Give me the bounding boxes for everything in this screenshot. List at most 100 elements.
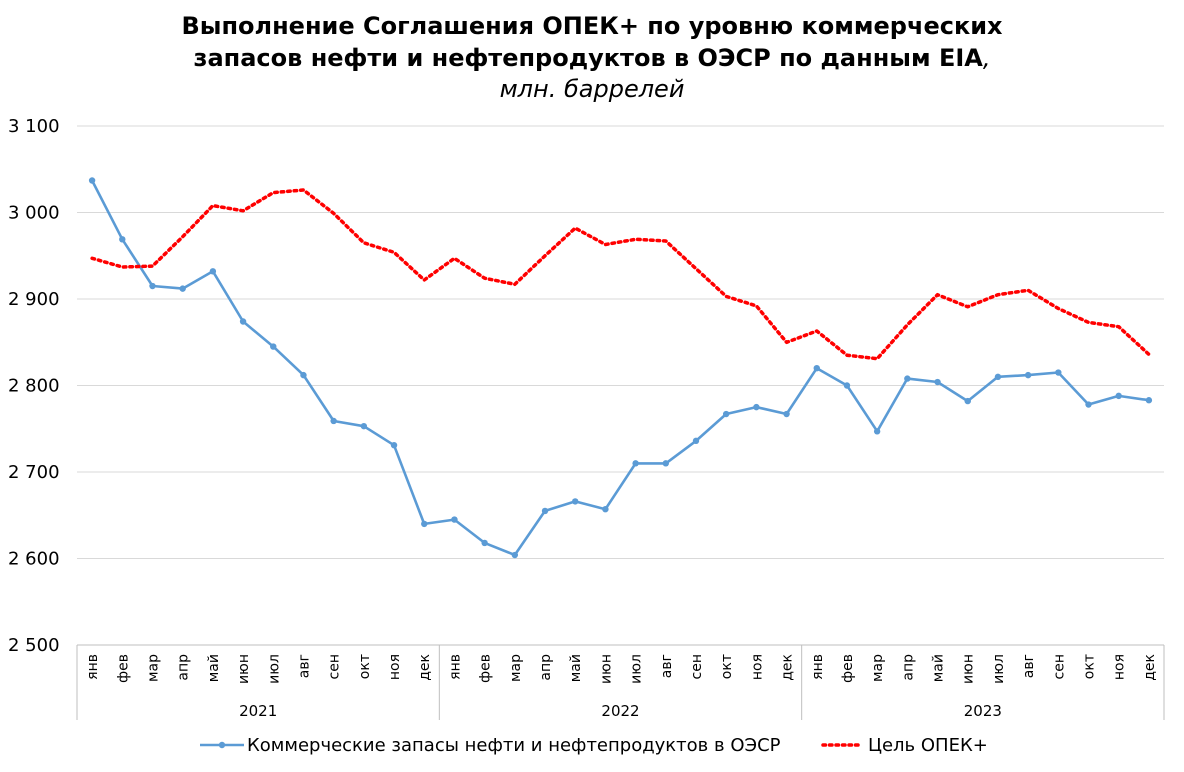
data-point (813, 365, 820, 372)
data-point (209, 268, 217, 275)
x-tick-label: апр (538, 654, 554, 681)
data-point (1024, 371, 1032, 379)
legend: Коммерческие запасы нефти и нефтепродукт… (200, 735, 988, 756)
x-tick-label: мар (145, 654, 161, 682)
data-point (179, 285, 186, 292)
series-2 (90, 188, 1151, 361)
legend-marker-inventory (218, 741, 226, 749)
data-point (753, 403, 760, 411)
x-tick-label: июн (961, 654, 977, 684)
data-point (1115, 392, 1122, 400)
title-line-2-suffix: , (982, 44, 991, 72)
x-tick-label: май (568, 654, 584, 682)
data-point (1085, 401, 1092, 408)
title-unit: млн. баррелей (499, 75, 685, 103)
data-point (632, 460, 639, 467)
x-tick-label: янв (810, 654, 826, 680)
y-tick-label: 3 100 (8, 116, 60, 137)
data-point (722, 410, 730, 418)
title-line-1: Выполнение Соглашения ОПЕК+ по уровню ко… (181, 12, 1003, 40)
x-tick-label: ноя (1112, 654, 1128, 680)
data-point (239, 318, 247, 325)
x-tick-label: сен (1051, 654, 1067, 679)
y-tick-label: 2 800 (8, 376, 60, 397)
x-tick-label: янв (85, 654, 101, 680)
data-point (511, 551, 519, 559)
data-point (421, 520, 428, 528)
chart-title: Выполнение Соглашения ОПЕК+ по уровню ко… (0, 10, 1184, 104)
data-point (783, 410, 790, 418)
y-axis-tick-labels: 2 500 2 600 2 700 2 800 2 900 3 000 3 100 (8, 116, 60, 656)
data-point (300, 371, 307, 379)
data-point (964, 397, 971, 405)
x-tick-label: окт (357, 654, 373, 679)
data-point (88, 177, 96, 184)
data-point (904, 375, 911, 382)
year-label: 2023 (964, 702, 1002, 720)
inventory-line (90, 179, 1150, 557)
series-layer (88, 177, 1153, 559)
x-tick-label: апр (900, 654, 916, 681)
x-tick-label: июн (236, 654, 252, 684)
y-tick-label: 2 700 (8, 462, 60, 483)
x-tick-label: фев (478, 654, 494, 683)
data-point (843, 382, 851, 389)
x-tick-label: окт (1082, 654, 1098, 679)
data-point (481, 539, 488, 547)
x-tick-label: ноя (749, 654, 765, 680)
x-tick-label: апр (176, 654, 192, 681)
data-point (451, 516, 458, 523)
legend-label-inventory: Коммерческие запасы нефти и нефтепродукт… (247, 735, 781, 756)
data-point (662, 460, 669, 467)
x-tick-label: июл (629, 654, 645, 684)
x-tick-label: май (931, 654, 947, 682)
x-tick-label: авг (296, 654, 312, 678)
x-tick-label: дек (780, 654, 796, 681)
x-tick-label: мар (508, 654, 524, 682)
data-point (541, 507, 549, 515)
gridlines (77, 125, 1164, 559)
legend-label-target: Цель ОПЕК+ (868, 735, 988, 756)
data-point (1145, 397, 1153, 404)
data-point (994, 373, 1002, 381)
x-tick-label: сен (327, 654, 343, 679)
x-tick-label: июн (598, 654, 614, 684)
title-line-2: запасов нефти и нефтепродуктов в ОЭСР по… (0, 42, 1184, 74)
x-tick-label: янв (447, 654, 463, 680)
x-tick-label: июл (991, 654, 1007, 684)
data-point (692, 437, 700, 445)
x-tick-label: сен (689, 654, 705, 679)
x-tick-label: май (206, 654, 222, 682)
x-tick-label: фев (840, 654, 856, 683)
data-point (934, 378, 941, 386)
x-tick-label: мар (870, 654, 886, 682)
year-label: 2021 (239, 702, 277, 720)
series-1 (88, 177, 1153, 559)
data-point (119, 236, 126, 243)
data-point (270, 343, 277, 350)
x-tick-label: окт (719, 654, 735, 679)
x-tick-label: дек (417, 654, 433, 681)
x-tick-label: фев (115, 654, 131, 683)
data-point (1055, 369, 1062, 376)
y-tick-label: 2 600 (8, 549, 60, 570)
data-point (360, 422, 368, 430)
target-line (90, 188, 1151, 361)
y-tick-label: 2 500 (8, 635, 60, 656)
data-point (602, 505, 609, 513)
x-tick-label: авг (1021, 654, 1037, 678)
y-tick-label: 3 000 (8, 203, 60, 224)
data-point (390, 441, 398, 449)
x-tick-label: ноя (387, 654, 403, 680)
data-point (330, 417, 337, 425)
data-point (149, 282, 156, 290)
y-tick-label: 2 900 (8, 289, 60, 310)
data-point (873, 428, 881, 435)
year-label: 2022 (601, 702, 639, 720)
title-line-2-text: запасов нефти и нефтепродуктов в ОЭСР по… (193, 44, 983, 72)
x-axis: янв фев мар апр май июн июл авг сен окт ноя дек янв ф… (76, 644, 1165, 720)
x-tick-label: дек (1142, 654, 1158, 681)
data-point (572, 498, 579, 505)
x-tick-label: июл (266, 654, 282, 684)
